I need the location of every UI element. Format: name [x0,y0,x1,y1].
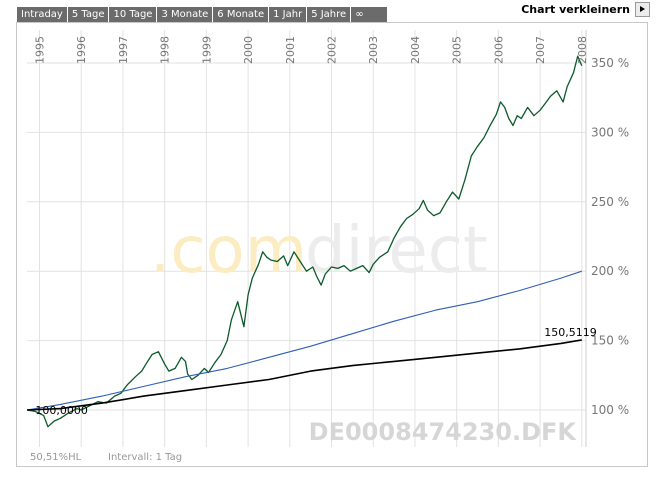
value-annotation: 150,5119 [544,326,597,339]
time-range-tabs: Intraday 5 Tage 10 Tage 3 Monate 6 Monat… [17,7,388,23]
x-tick-label: 2002 [326,36,339,64]
x-tick-label: 1997 [117,36,130,64]
series-line-black [26,339,582,411]
series-line-main [26,55,583,428]
y-tick-label: 150 % [591,334,629,348]
chart-frame [16,22,648,467]
tab-6-monate[interactable]: 6 Monate [213,7,270,23]
x-tick-label: 2008 [576,36,589,64]
y-tick-label: 250 % [591,195,629,209]
tab-5-jahre[interactable]: 5 Jahre [307,7,352,23]
tab-intraday[interactable]: Intraday [17,7,68,23]
watermark-com: .com [150,214,307,288]
x-tick-label: 2001 [284,36,297,64]
tab-max[interactable]: ∞ [355,9,364,20]
chart-shrink-label[interactable]: Chart verkleinern [521,3,630,16]
x-tick-label: 2004 [409,36,422,64]
y-tick-label: 300 % [591,125,629,139]
x-tick-label: 1999 [200,36,213,64]
tab-1-jahr[interactable]: 1 Jahr [269,7,308,23]
series-line-blue [26,270,582,411]
x-tick-label: 1996 [75,36,88,64]
chart-shrink-button[interactable] [635,2,650,17]
watermark-direct: direct [305,214,488,288]
tab-10-tage[interactable]: 10 Tage [109,7,158,23]
y-tick-label: 350 % [591,56,629,70]
y-tick-label: 200 % [591,264,629,278]
footer-interval-label: Intervall: 1 Tag [108,452,182,463]
tab-5-tage[interactable]: 5 Tage [68,7,110,23]
x-tick-label: 2003 [367,36,380,64]
x-tick-label: 1998 [159,36,172,64]
y-tick-label: 100 % [591,403,629,417]
footer-hl-label: 50,51%HL [30,452,82,463]
value-annotation: 100,0000 [35,404,88,417]
x-tick-label: 2007 [534,36,547,64]
tab-3-monate[interactable]: 3 Monate [157,7,214,23]
x-tick-label: 2005 [451,36,464,64]
symbol-label: DE0008474230.DFK [309,418,578,446]
x-tick-label: 2006 [492,36,505,64]
x-tick-label: 2000 [242,36,255,64]
x-tick-label: 1995 [34,36,47,64]
